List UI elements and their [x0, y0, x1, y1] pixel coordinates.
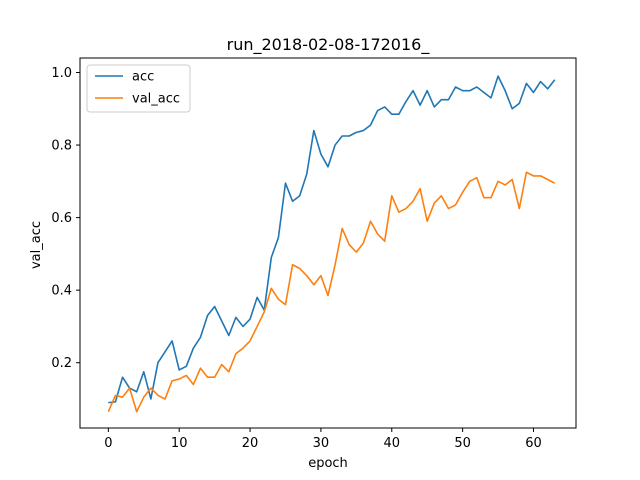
x-tick-label: 40	[383, 436, 400, 451]
y-tick-label: 0.8	[51, 139, 72, 154]
y-axis-label: val_acc	[29, 221, 44, 269]
x-tick-label: 60	[525, 436, 542, 451]
x-tick-label: 50	[454, 436, 471, 451]
axes-frame	[79, 57, 577, 429]
y-tick-label: 0.2	[51, 356, 72, 371]
series-layer	[107, 75, 556, 413]
legend: acc val_acc	[86, 64, 191, 113]
x-tick-label: 30	[313, 436, 330, 451]
series-line-acc	[108, 75, 556, 404]
x-tick-label: 10	[171, 436, 188, 451]
plot-area-frame	[79, 57, 577, 429]
chart-title: run_2018-02-08-172016_	[227, 35, 431, 55]
x-tick-label: 20	[242, 436, 259, 451]
x-axis-ticks: 0 10 20 30 40 50 60	[104, 428, 542, 451]
x-tick-label: 0	[104, 436, 112, 451]
y-tick-label: 0.6	[51, 211, 72, 226]
legend-label-val-acc: val_acc	[132, 92, 180, 107]
legend-label-acc: acc	[132, 70, 154, 85]
y-tick-label: 0.4	[51, 284, 72, 299]
x-axis-label: epoch	[308, 456, 348, 471]
series-line-val-acc	[107, 171, 556, 413]
y-tick-label: 1.0	[51, 66, 72, 81]
y-axis-ticks: 0.2 0.4 0.6 0.8 1.0	[51, 66, 80, 371]
